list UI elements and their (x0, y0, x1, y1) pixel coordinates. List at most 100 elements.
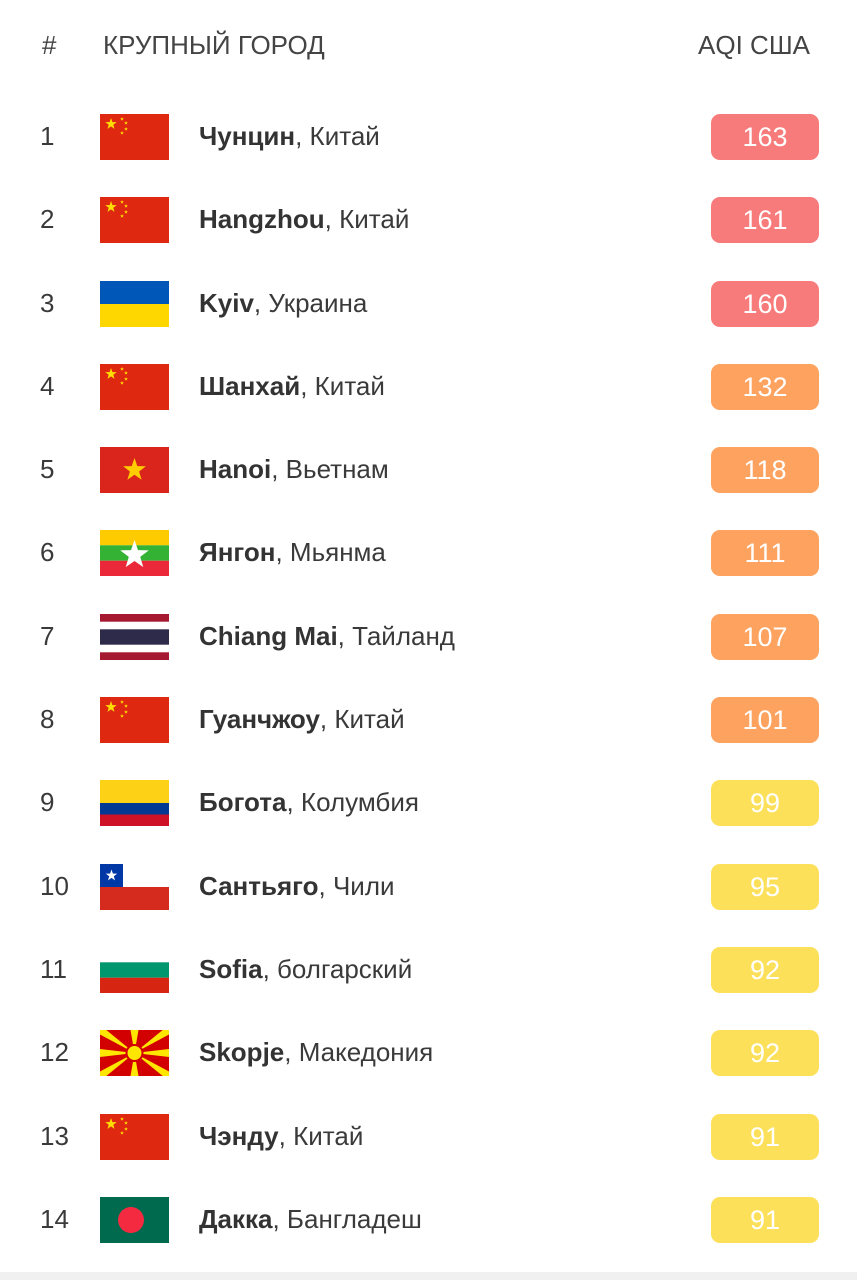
city-name[interactable]: Дакка, Бангладеш (199, 1204, 422, 1235)
aqi-badge: 91 (711, 1113, 819, 1160)
table-row[interactable]: 1 Чунцин, Китай 163 (0, 95, 857, 178)
rank-number: 4 (40, 370, 55, 401)
country-label: , Бангладеш (272, 1203, 422, 1234)
city-name[interactable]: Chiang Mai, Тайланд (199, 621, 455, 652)
table-row[interactable]: 12 Skopje, Македония 92 (0, 1011, 857, 1094)
rank-number: 1 (40, 121, 55, 151)
thailand-flag-icon (100, 613, 169, 660)
city-label[interactable]: Янгон (199, 537, 276, 568)
city-name[interactable]: Богота, Колумбия (199, 787, 419, 818)
city-label[interactable]: Skopje (199, 1037, 285, 1068)
city-label[interactable]: Чэнду (199, 1120, 279, 1151)
aqi-badge: 101 (711, 697, 819, 744)
table-row[interactable]: 6 Янгон, Мьянма 111 (0, 511, 857, 594)
table-row[interactable]: 9 Богота, Колумбия 99 (0, 761, 857, 844)
table-row[interactable]: 2 Hangzhou, Китай 161 (0, 178, 857, 261)
bangladesh-flag-icon (100, 1196, 169, 1243)
city-name[interactable]: Kyiv, Украина (199, 288, 367, 319)
rank-number: 10 (40, 870, 69, 901)
country-label: , Колумбия (286, 787, 419, 818)
aqi-badge: 92 (711, 946, 819, 993)
city-name[interactable]: Сантьяго, Чили (199, 871, 395, 902)
myanmar-flag-icon (100, 530, 169, 577)
city-label[interactable]: Hangzhou (199, 204, 325, 235)
country-label: , Македония (284, 1037, 434, 1068)
city-label[interactable]: Sofia (199, 953, 263, 984)
rank-number: 8 (40, 704, 55, 735)
city-name[interactable]: Чунцин, Китай (199, 121, 380, 152)
city-label[interactable]: Богота (199, 787, 287, 818)
city-label[interactable]: Чунцин (199, 121, 296, 151)
table-row[interactable]: 5 Hanoi, Вьетнам 118 (0, 428, 857, 511)
rank-number: 7 (40, 620, 55, 651)
bulgaria-flag-icon (100, 946, 169, 993)
rank-number: 13 (40, 1120, 69, 1151)
china-flag-icon (100, 114, 169, 160)
city-label[interactable]: Kyiv (199, 287, 254, 318)
aqi-badge: 161 (711, 197, 819, 244)
city-name[interactable]: Гуанчжоу, Китай (199, 704, 405, 735)
table-row[interactable]: 10 Сантьяго, Чили 95 (0, 845, 857, 928)
country-label: , Китай (319, 704, 405, 735)
table-row[interactable]: 7 Chiang Mai, Тайланд 107 (0, 595, 857, 678)
country-label: , Китай (278, 1120, 364, 1151)
city-label[interactable]: Chiang Mai (199, 620, 338, 651)
city-label[interactable]: Гуанчжоу (199, 704, 320, 735)
china-flag-icon (100, 1113, 169, 1160)
aqi-badge: 163 (711, 114, 819, 160)
rank-number: 14 (40, 1203, 69, 1234)
vietnam-flag-icon (100, 447, 169, 494)
china-flag-icon (100, 363, 169, 410)
city-name[interactable]: Skopje, Македония (199, 1037, 433, 1068)
aqi-badge: 160 (711, 280, 819, 327)
aqi-badge: 91 (711, 1196, 819, 1243)
china-flag-icon (100, 697, 169, 744)
country-label: , Вьетнам (271, 454, 389, 485)
city-name[interactable]: Чэнду, Китай (199, 1121, 363, 1152)
country-label: , Мьянма (275, 537, 386, 568)
aqi-badge: 95 (711, 863, 819, 910)
city-name[interactable]: Hangzhou, Китай (199, 204, 409, 235)
rank-number: 3 (40, 287, 55, 318)
country-label: , Китай (300, 370, 385, 401)
city-name[interactable]: Шанхай, Китай (199, 371, 385, 402)
aqi-badge: 111 (711, 530, 819, 577)
chile-flag-icon (100, 863, 169, 910)
table-row[interactable]: 11 Sofia, болгарский 92 (0, 928, 857, 1011)
colombia-flag-icon (100, 780, 169, 827)
table-row[interactable]: 3 Kyiv, Украина 160 (0, 262, 857, 345)
table-row[interactable]: 13 Чэнду, Китай 91 (0, 1095, 857, 1178)
country-label: , болгарский (262, 953, 413, 984)
city-label[interactable]: Дакка (199, 1203, 273, 1234)
rank-number: 2 (40, 204, 55, 235)
table-row[interactable]: 8 Гуанчжоу, Китай 101 (0, 678, 857, 761)
country-label: , Чили (318, 870, 395, 901)
country-label: , Китай (295, 121, 380, 151)
rank-number: 9 (40, 787, 55, 818)
table-row[interactable]: 14 Дакка, Бангладеш 91 (0, 1178, 857, 1261)
table-header: # КРУПНЫЙ ГОРОД AQI США (0, 24, 857, 64)
city-name[interactable]: Hanoi, Вьетнам (199, 454, 389, 485)
country-label: , Тайланд (337, 620, 455, 651)
rank-number: 6 (40, 537, 55, 568)
aqi-badge: 107 (711, 613, 819, 660)
city-name[interactable]: Янгон, Мьянма (199, 537, 386, 568)
rank-number: 5 (40, 454, 55, 485)
aqi-column-header[interactable]: AQI США (698, 30, 810, 60)
city-name[interactable]: Sofia, болгарский (199, 954, 412, 985)
table-row[interactable]: 4 Шанхай, Китай 132 (0, 345, 857, 428)
aqi-badge: 99 (711, 780, 819, 827)
rank-column-header: # (42, 30, 57, 60)
bottom-divider (0, 1272, 857, 1280)
aqi-badge: 118 (711, 447, 819, 494)
city-label[interactable]: Шанхай (199, 370, 301, 401)
city-label[interactable]: Сантьяго (199, 870, 319, 901)
ukraine-flag-icon (100, 280, 169, 327)
rank-number: 11 (40, 953, 67, 984)
city-column-header[interactable]: КРУПНЫЙ ГОРОД (103, 30, 325, 60)
rank-number: 12 (40, 1037, 69, 1068)
city-ranking-list: 1 Чунцин, Китай 163 2 Hangzhou, Китай 16… (0, 95, 857, 1261)
country-label: , Украина (253, 287, 368, 318)
city-label[interactable]: Hanoi (199, 454, 272, 485)
country-label: , Китай (324, 204, 410, 235)
